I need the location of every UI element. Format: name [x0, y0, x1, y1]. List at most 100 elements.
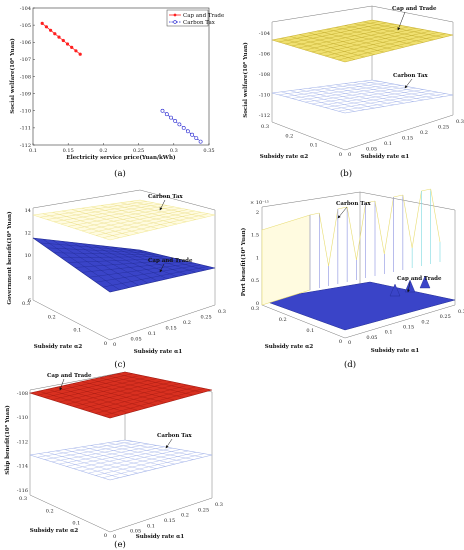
- panel-e-y-axis-label: Subsidy rate α1: [136, 534, 185, 540]
- panel-b-x-ticks: 0.3 0.2 0.1 0: [261, 124, 342, 158]
- mesh-line: [81, 243, 158, 282]
- axis-tick-label: 0.25: [201, 315, 212, 321]
- mesh-line: [331, 32, 439, 59]
- panel-b-mesh-carbon-tax: [278, 80, 446, 112]
- z-tick-label: -104: [259, 31, 270, 37]
- mesh-line: [326, 28, 404, 48]
- mesh-line: [55, 450, 138, 474]
- mesh-line: [81, 207, 158, 229]
- axis-tick-label: 0.15: [403, 325, 414, 331]
- mesh-line: [120, 247, 196, 273]
- mesh-line: [38, 453, 120, 478]
- mesh-line: [325, 90, 431, 108]
- panel-e-arrow-carbon-tax: [165, 438, 173, 449]
- panel-e-z-axis-label: Ship benefit(10⁸ Yuan): [4, 405, 11, 475]
- mesh-line: [290, 90, 365, 110]
- axis-tick-label: 0.3: [458, 309, 464, 315]
- z-tick-label: 0.5: [251, 278, 259, 284]
- panel-b: -104 -106 -108 -110 -112 0.3 0.2 0.1 0 0 0.05 0.1…: [242, 5, 464, 179]
- mesh-line: [291, 23, 395, 47]
- axis-tick-label: 0.1: [385, 330, 393, 336]
- wall-top-edge: [337, 206, 348, 210]
- spike: [419, 275, 431, 289]
- mesh-line: [91, 206, 168, 227]
- mesh-line: [318, 29, 424, 55]
- data-point: [44, 25, 49, 29]
- mesh-line: [37, 373, 133, 396]
- wall-top-edge: [383, 196, 394, 255]
- panel-e-x-axis-label: Subsidy rate α2: [30, 528, 79, 534]
- mesh-line: [335, 84, 414, 102]
- mesh-line: [60, 256, 168, 258]
- wall-top-edge: [402, 194, 413, 249]
- mesh-line: [71, 242, 149, 284]
- data-point: [78, 52, 82, 56]
- z-tick-label: -110: [259, 92, 270, 98]
- panel-c-x-axis-label: Subsidy rate α2: [34, 344, 83, 350]
- panel-c-annotation-cap-and-trade: Cap and Trade: [148, 258, 193, 264]
- wall-top-edge: [309, 212, 320, 216]
- mesh-line: [95, 264, 202, 283]
- panel-d-cap-and-trade-spikes: [389, 275, 431, 297]
- panel-b-annotation-carbon-tax: Carbon Tax: [393, 73, 428, 79]
- axis-tick-label: 0.2: [285, 133, 293, 139]
- z-tick-label: 1.5: [251, 233, 259, 239]
- panel-c-label: (c): [114, 359, 125, 370]
- panel-a-label: (a): [114, 168, 126, 179]
- mesh-line: [91, 244, 168, 280]
- panel-d-z-axis-label: Port benefit(10⁸ Yuan): [240, 227, 247, 296]
- panel-a-series: [40, 21, 203, 144]
- panel-d-arrow-carbon-tax: [337, 206, 348, 219]
- panel-d-label: (d): [344, 359, 356, 370]
- x-tick-label: 0.35: [203, 148, 214, 154]
- data-point: [194, 136, 199, 141]
- mesh-line: [46, 247, 154, 254]
- panel-d-annotation-cap-and-trade: Cap and Trade: [397, 276, 442, 282]
- z-tick-label: 14: [25, 208, 31, 214]
- x-tick-label: 0.3: [170, 148, 178, 154]
- panel-e-label: (e): [114, 539, 126, 550]
- mesh-line: [51, 376, 149, 400]
- axis-tick-label: 0.2: [46, 508, 54, 514]
- mesh-line: [299, 34, 375, 55]
- data-point: [70, 45, 74, 50]
- mesh-line: [39, 242, 147, 252]
- panel-c-z-ticks: 14 12 10 8 6: [25, 208, 31, 304]
- mesh-line: [120, 202, 196, 220]
- panel-e-y-ticks: 0 0.05 0.1 0.15 0.2 0.25 0.3: [113, 502, 223, 540]
- panel-c-y-ticks: 0 0.05 0.1 0.15 0.2 0.25 0.3: [113, 309, 226, 348]
- panel-b-y-axis-label: Subsidy rate α1: [361, 154, 410, 160]
- mesh-line: [362, 21, 444, 38]
- panel-e-annotation-carbon-tax: Carbon Tax: [157, 433, 192, 439]
- panel-d-annotation-carbon-tax: Carbon Tax: [336, 201, 371, 207]
- axis-tick-label: 0: [104, 533, 107, 539]
- mesh-line: [90, 445, 175, 465]
- z-tick-label: 8: [28, 275, 31, 281]
- data-point: [185, 129, 190, 134]
- panel-d: 2 1.5 1 0.5 0 0.3 0.2 0.1 0 0 0.05 0.1 0.15 0.2 0.25…: [240, 188, 464, 370]
- panel-d-x-axis-label: Subsidy rate α2: [265, 344, 314, 350]
- mesh-line: [67, 258, 175, 263]
- axis-tick-label: 0.1: [73, 328, 81, 334]
- panel-a-y-axis-label: Social welfare(10⁸ Yuan): [9, 38, 16, 114]
- mesh-line: [66, 380, 165, 405]
- mesh-line: [52, 212, 130, 236]
- data-point: [61, 38, 65, 43]
- mesh-line: [308, 88, 385, 107]
- mesh-line: [95, 212, 202, 236]
- axis-tick-label: 0.3: [261, 124, 269, 130]
- mesh-line: [88, 210, 195, 234]
- spike: [389, 283, 401, 297]
- mesh-line: [101, 245, 177, 277]
- mesh-line: [44, 375, 141, 398]
- series-line-cap-and-trade: [41, 23, 81, 55]
- axis-tick-label: 0.3: [215, 502, 223, 508]
- mesh-line: [42, 238, 120, 290]
- axis-tick-label: 0: [348, 152, 351, 158]
- data-point: [57, 35, 61, 39]
- mesh-line: [64, 449, 148, 472]
- mesh-line: [80, 449, 181, 472]
- data-point: [40, 21, 44, 25]
- mesh-line: [311, 28, 417, 53]
- data-point: [198, 139, 203, 144]
